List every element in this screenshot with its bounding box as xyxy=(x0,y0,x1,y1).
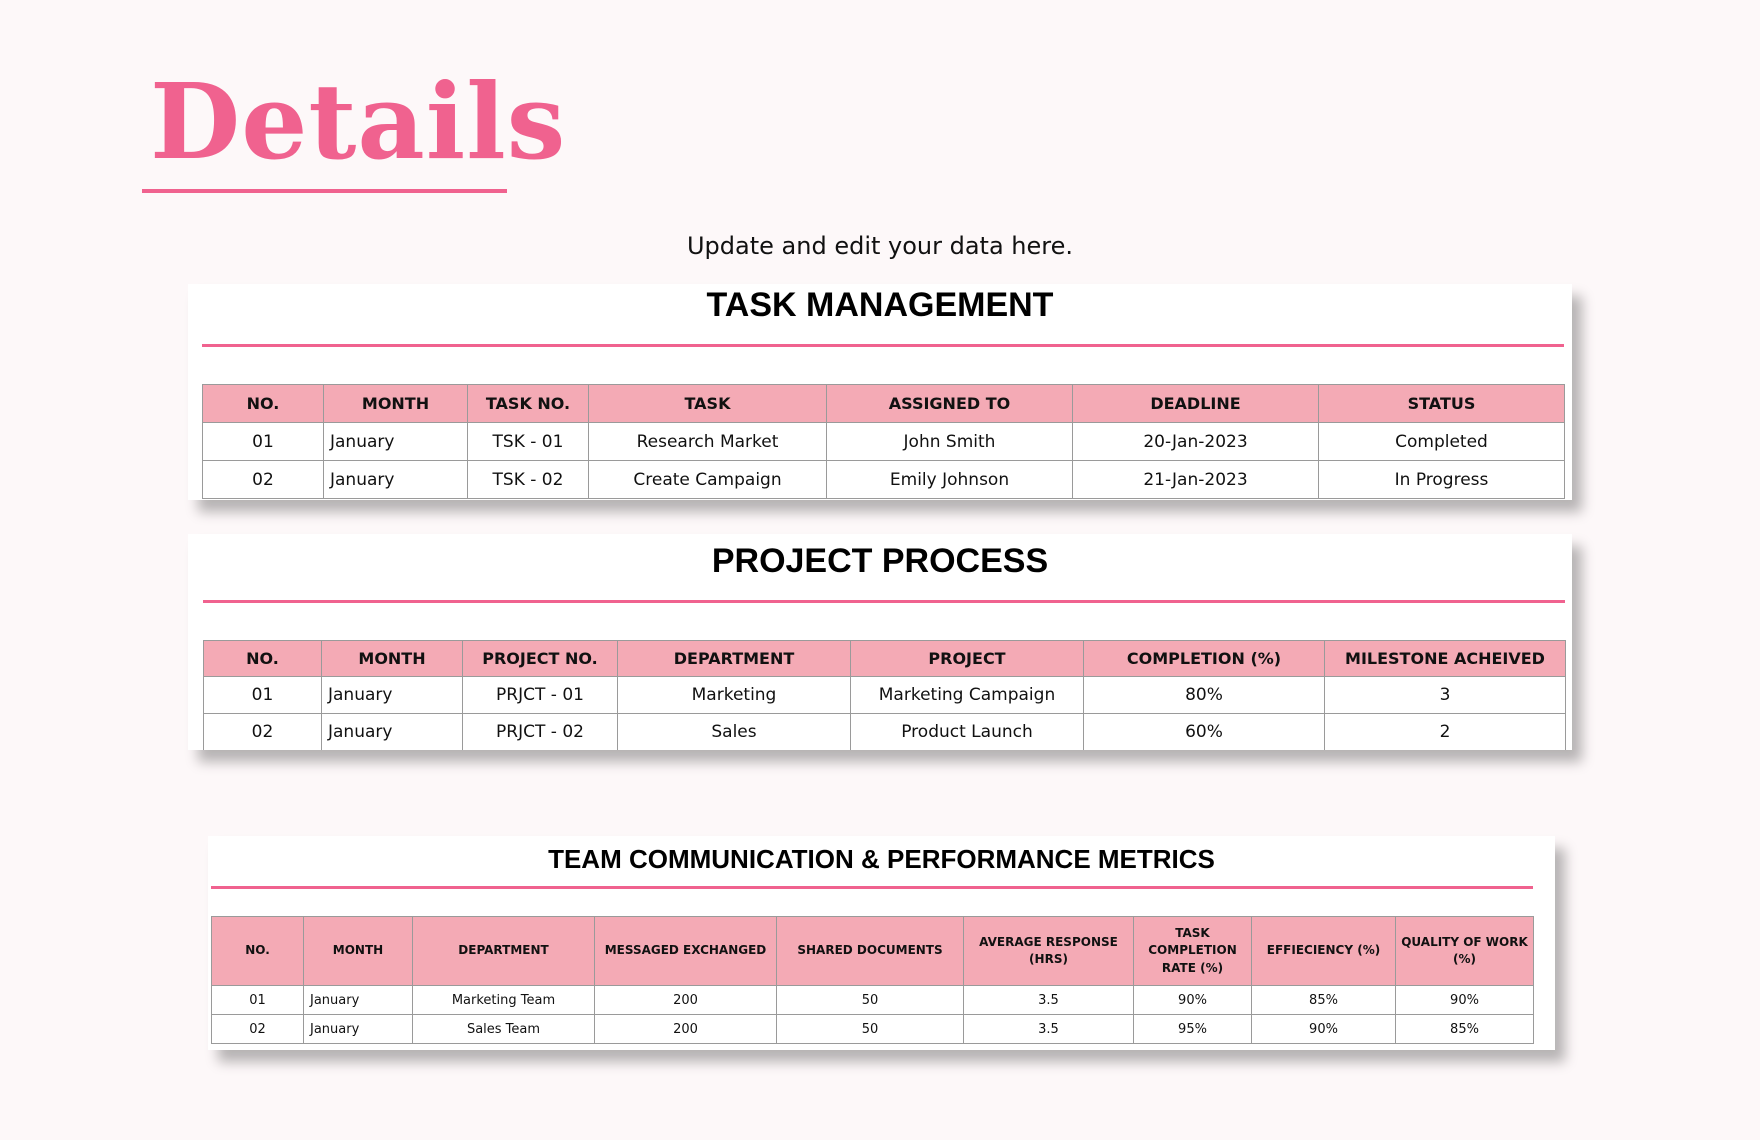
team-metrics-title: TEAM COMMUNICATION & PERFORMANCE METRICS xyxy=(548,844,1215,874)
table-cell[interactable]: 3.5 xyxy=(963,1014,1134,1044)
table-cell[interactable]: January xyxy=(303,1014,413,1044)
table-cell[interactable]: 02 xyxy=(202,460,324,499)
column-header[interactable]: MONTH xyxy=(321,640,463,677)
table-cell[interactable]: January xyxy=(323,422,468,461)
table-cell[interactable]: 200 xyxy=(594,1014,777,1044)
table-cell[interactable]: Sales Team xyxy=(412,1014,595,1044)
column-header[interactable]: COMPLETION (%) xyxy=(1083,640,1325,677)
column-header[interactable]: DEPARTMENT xyxy=(617,640,851,677)
table-cell[interactable]: 01 xyxy=(202,422,324,461)
column-header[interactable]: PROJECT NO. xyxy=(462,640,618,677)
table-cell[interactable]: PRJCT - 01 xyxy=(462,676,618,714)
table-cell[interactable]: 90% xyxy=(1251,1014,1396,1044)
table-cell[interactable]: January xyxy=(321,713,463,750)
table-cell[interactable]: Marketing Team xyxy=(412,985,595,1015)
team-metrics-divider xyxy=(211,886,1533,889)
table-cell[interactable]: Create Campaign xyxy=(588,460,827,499)
table-cell[interactable]: 200 xyxy=(594,985,777,1015)
table-cell[interactable]: 50 xyxy=(776,1014,964,1044)
table-header-row: NO. MONTH TASK NO. TASK ASSIGNED TO DEAD… xyxy=(202,384,1565,423)
column-header[interactable]: SHARED DOCUMENTS xyxy=(776,916,964,986)
table-cell[interactable]: In Progress xyxy=(1318,460,1565,499)
table-cell[interactable]: John Smith xyxy=(826,422,1073,461)
task-management-title: TASK MANAGEMENT xyxy=(706,286,1054,324)
title-underline xyxy=(142,189,507,193)
table-cell[interactable]: 2 xyxy=(1324,713,1566,750)
table-cell[interactable]: TSK - 01 xyxy=(467,422,589,461)
table-cell[interactable]: Completed xyxy=(1318,422,1565,461)
table-cell[interactable]: 85% xyxy=(1251,985,1396,1015)
table-row: 02 January Sales Team 200 50 3.5 95% 90%… xyxy=(211,1014,1534,1044)
column-header[interactable]: NO. xyxy=(211,916,304,986)
table-cell[interactable]: 80% xyxy=(1083,676,1325,714)
table-row: 02 January PRJCT - 02 Sales Product Laun… xyxy=(203,713,1566,750)
table-cell[interactable]: 90% xyxy=(1133,985,1252,1015)
column-header[interactable]: EFFIECIENCY (%) xyxy=(1251,916,1396,986)
table-cell[interactable]: 90% xyxy=(1395,985,1534,1015)
table-row: 01 January Marketing Team 200 50 3.5 90%… xyxy=(211,985,1534,1015)
table-cell[interactable]: 02 xyxy=(203,713,322,750)
column-header[interactable]: TASK xyxy=(588,384,827,423)
table-cell[interactable]: 20-Jan-2023 xyxy=(1072,422,1319,461)
column-header[interactable]: MESSAGED EXCHANGED xyxy=(594,916,777,986)
table-cell[interactable]: TSK - 02 xyxy=(467,460,589,499)
table-cell[interactable]: PRJCT - 02 xyxy=(462,713,618,750)
page-title: Details xyxy=(150,60,567,183)
column-header[interactable]: DEADLINE xyxy=(1072,384,1319,423)
table-cell[interactable]: Marketing xyxy=(617,676,851,714)
project-process-title: PROJECT PROCESS xyxy=(711,542,1049,580)
table-row: 01 January PRJCT - 01 Marketing Marketin… xyxy=(203,676,1566,714)
task-management-panel: TASK MANAGEMENT NO. MONTH TASK NO. TASK … xyxy=(188,284,1572,500)
table-cell[interactable]: Research Market xyxy=(588,422,827,461)
table-cell[interactable]: January xyxy=(321,676,463,714)
table-cell[interactable]: 01 xyxy=(203,676,322,714)
table-row: 01 January TSK - 01 Research Market John… xyxy=(202,422,1565,461)
column-header[interactable]: TASK NO. xyxy=(467,384,589,423)
task-management-table: NO. MONTH TASK NO. TASK ASSIGNED TO DEAD… xyxy=(202,384,1565,499)
table-cell[interactable]: Marketing Campaign xyxy=(850,676,1084,714)
team-metrics-panel: TEAM COMMUNICATION & PERFORMANCE METRICS… xyxy=(208,836,1555,1050)
column-header[interactable]: QUALITY OF WORK (%) xyxy=(1395,916,1534,986)
table-cell[interactable]: 85% xyxy=(1395,1014,1534,1044)
table-cell[interactable]: Emily Johnson xyxy=(826,460,1073,499)
team-metrics-table: NO. MONTH DEPARTMENT MESSAGED EXCHANGED … xyxy=(211,916,1534,1044)
project-process-divider xyxy=(203,600,1565,603)
column-header[interactable]: ASSIGNED TO xyxy=(826,384,1073,423)
page-subtitle: Update and edit your data here. xyxy=(686,232,1074,260)
column-header[interactable]: NO. xyxy=(202,384,324,423)
table-cell[interactable]: 02 xyxy=(211,1014,304,1044)
table-cell[interactable]: 21-Jan-2023 xyxy=(1072,460,1319,499)
project-process-table: NO. MONTH PROJECT NO. DEPARTMENT PROJECT… xyxy=(203,640,1566,750)
column-header[interactable]: STATUS xyxy=(1318,384,1565,423)
table-cell[interactable]: 3 xyxy=(1324,676,1566,714)
table-header-row: NO. MONTH PROJECT NO. DEPARTMENT PROJECT… xyxy=(203,640,1566,677)
column-header[interactable]: DEPARTMENT xyxy=(412,916,595,986)
table-cell[interactable]: 01 xyxy=(211,985,304,1015)
table-cell[interactable]: January xyxy=(323,460,468,499)
table-cell[interactable]: Product Launch xyxy=(850,713,1084,750)
column-header[interactable]: MONTH xyxy=(323,384,468,423)
column-header[interactable]: MONTH xyxy=(303,916,413,986)
table-cell[interactable]: January xyxy=(303,985,413,1015)
table-cell[interactable]: 95% xyxy=(1133,1014,1252,1044)
table-cell[interactable]: 3.5 xyxy=(963,985,1134,1015)
table-cell[interactable]: 60% xyxy=(1083,713,1325,750)
task-management-divider xyxy=(202,344,1564,347)
column-header[interactable]: NO. xyxy=(203,640,322,677)
column-header[interactable]: TASK COMPLETION RATE (%) xyxy=(1133,916,1252,986)
table-header-row: NO. MONTH DEPARTMENT MESSAGED EXCHANGED … xyxy=(211,916,1534,986)
column-header[interactable]: PROJECT xyxy=(850,640,1084,677)
project-process-panel: PROJECT PROCESS NO. MONTH PROJECT NO. DE… xyxy=(188,534,1572,750)
table-cell[interactable]: 50 xyxy=(776,985,964,1015)
table-cell[interactable]: Sales xyxy=(617,713,851,750)
column-header[interactable]: MILESTONE ACHEIVED xyxy=(1324,640,1566,677)
table-row: 02 January TSK - 02 Create Campaign Emil… xyxy=(202,460,1565,499)
column-header[interactable]: AVERAGE RESPONSE (HRS) xyxy=(963,916,1134,986)
